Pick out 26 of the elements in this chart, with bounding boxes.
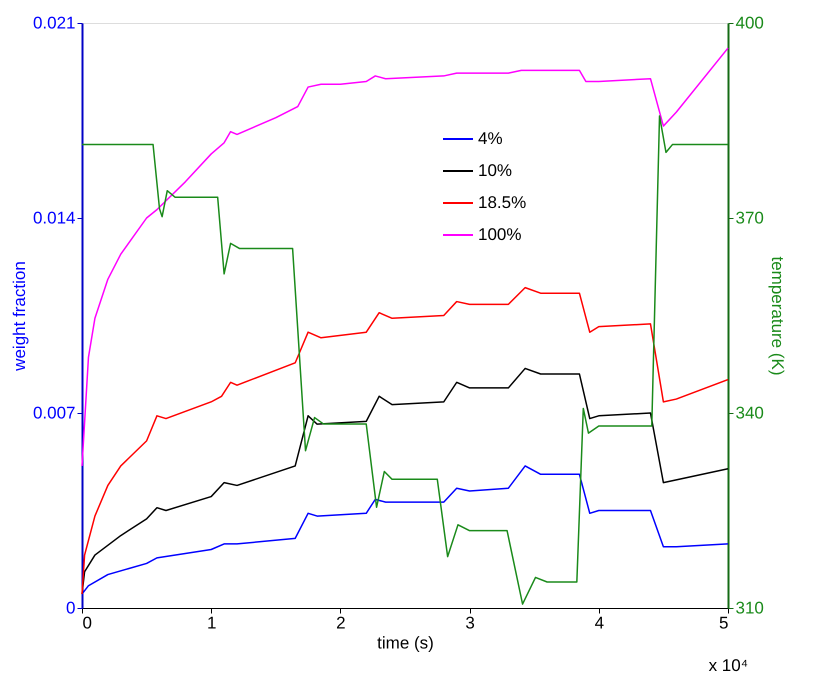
x-tick-label: 5	[719, 614, 728, 632]
line-series	[81, 47, 729, 467]
text: x 10⁴	[708, 656, 748, 675]
x-tick-label: 0	[82, 614, 92, 632]
y2-tick-label: 340	[736, 404, 764, 422]
line-series	[81, 286, 729, 595]
line-series	[81, 115, 729, 605]
y2-axis-title: temperature (K)	[768, 256, 787, 376]
legend-label: 18.5%	[478, 193, 526, 212]
y2-tick-label: 310	[736, 598, 764, 618]
legend-label: 100%	[478, 225, 522, 244]
x-tick-label: 3	[465, 614, 475, 632]
y-tick-label: 0.014	[32, 208, 76, 228]
y-tick-label: 0.021	[32, 14, 76, 32]
y-tick-label: 0.007	[32, 404, 76, 422]
x-axis-title: time (s)	[377, 634, 434, 652]
line-series	[81, 465, 729, 595]
legend-label: 4%	[478, 129, 503, 148]
x-tick-label: 4	[594, 614, 604, 632]
y2-tick-label: 400	[736, 14, 764, 32]
y-axis-title: weight fraction	[10, 261, 29, 372]
x-tick-label: 2	[336, 614, 346, 632]
x-tick-label: 1	[206, 614, 216, 632]
y2-tick-label: 370	[736, 208, 764, 228]
legend-label: 10%	[478, 161, 512, 180]
y-tick-label: 0	[66, 598, 76, 618]
